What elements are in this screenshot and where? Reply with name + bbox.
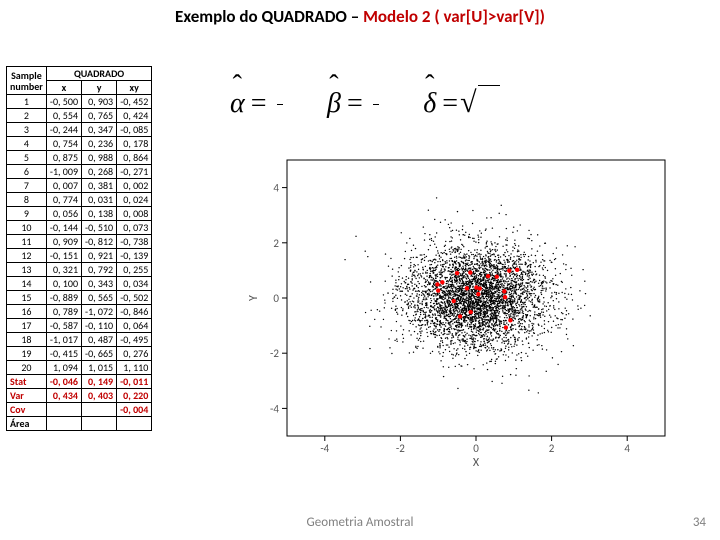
table-row: 6-1, 0090, 268-0, 271 [7,165,152,179]
svg-text:4: 4 [273,182,279,195]
table-row: 130, 3210, 7920, 255 [7,263,152,277]
alpha-hat: α [230,88,245,120]
svg-text:-4: -4 [270,402,279,415]
table-row: 110, 909-0, 812-0, 738 [7,235,152,249]
svg-text:0: 0 [473,442,479,455]
equals-3: = [442,88,458,120]
table-row: 20, 5540, 7650, 424 [7,109,152,123]
footer-text: Geometria Amostral [0,515,720,530]
col-xy: xy [117,81,152,95]
equals-2: = [347,88,363,120]
svg-text:-4: -4 [320,442,329,455]
slide-title: Exemplo do QUADRADO – Modelo 2 ( var[U]>… [0,6,720,27]
page-number: 34 [693,515,706,530]
svg-text:X: X [473,456,480,470]
table-row: 19-0, 415-0, 6650, 276 [7,347,152,361]
beta-hat: β [327,88,341,120]
svg-text:-2: -2 [270,347,279,360]
svg-text:2: 2 [273,237,279,250]
table-row: 18-1, 0170, 487-0, 495 [7,333,152,347]
delta-hat: δ [423,88,436,120]
svg-text:Y: Y [247,295,261,301]
table-row: 160, 789-1, 072-0, 846 [7,305,152,319]
formula-row: α = β = δ = [230,80,710,128]
sqrt [464,88,500,120]
table-row: 50, 8750, 9880, 864 [7,151,152,165]
svg-text:2: 2 [549,442,555,455]
head-sample: Samplenumber [7,67,47,95]
frac-1 [277,94,284,115]
head-quadrado: QUADRADO [46,67,151,81]
title-prefix: Exemplo do QUADRADO – [175,6,363,27]
scatter-plot: -4 -4 -2 -2 0 0 2 2 4 4 X Y [245,150,675,470]
svg-text:0: 0 [273,292,279,305]
table-row: 3-0, 2440, 347-0, 085 [7,123,152,137]
table-row: 10-0, 144-0, 5100, 073 [7,221,152,235]
table-row: 15-0, 8890, 565-0, 502 [7,291,152,305]
col-y: y [82,81,117,95]
svg-text:4: 4 [624,442,630,455]
frac-2 [373,94,380,115]
col-x: x [46,81,81,95]
table-row: 12-0, 1510, 921-0, 139 [7,249,152,263]
table-row: 17-0, 587-0, 1100, 064 [7,319,152,333]
table-row: 40, 7540, 2360, 178 [7,137,152,151]
svg-text:-2: -2 [396,442,405,455]
table-row: 201, 0941, 0151, 110 [7,361,152,375]
table-row: 1-0, 5000, 903-0, 452 [7,95,152,109]
table-row: 90, 0560, 1380, 008 [7,207,152,221]
data-table: Samplenumber QUADRADO x y xy 1-0, 5000, … [6,66,152,431]
table-row: 70, 0070, 3810, 002 [7,179,152,193]
title-highlight: Modelo 2 ( var[U]>var[V]) [363,6,545,27]
table-row: 140, 1000, 3430, 034 [7,277,152,291]
equals-1: = [251,88,267,120]
table-row: 80, 7740, 0310, 024 [7,193,152,207]
